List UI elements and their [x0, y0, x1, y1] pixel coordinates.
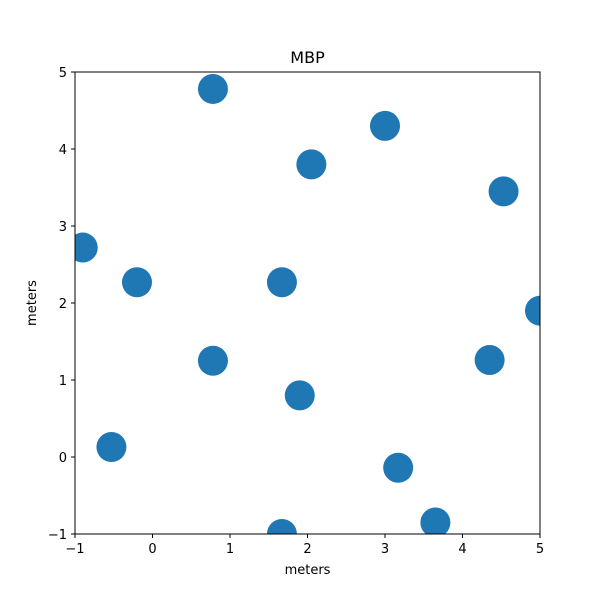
scatter-point [197, 73, 228, 104]
y-tick-label: 2 [59, 297, 67, 312]
x-tick-label: 5 [536, 542, 544, 557]
x-tick-label: 1 [226, 542, 234, 557]
plot-frame [74, 71, 541, 535]
x-tick-label: 2 [303, 542, 311, 557]
scatter-point [370, 110, 400, 141]
scatter-point [266, 519, 297, 534]
scatter-point [420, 507, 451, 534]
scatter-point [96, 431, 127, 462]
scatter-point [525, 295, 540, 326]
scatter-point [296, 149, 327, 180]
y-tick-label: 4 [59, 143, 67, 158]
x-tick-label: 4 [458, 542, 466, 557]
x-axis-ticks: −1 0 1 2 3 4 5 [65, 534, 544, 557]
x-tick-label: 3 [381, 542, 389, 557]
y-tick-label: 0 [59, 451, 67, 466]
y-tick-label: 3 [59, 220, 67, 235]
scatter-point [383, 452, 414, 483]
scatter-point [284, 380, 315, 411]
points-layer [75, 73, 540, 534]
y-tick-label: 5 [59, 66, 67, 81]
x-tick-label: −1 [65, 542, 84, 557]
y-axis-ticks: −1 0 1 2 3 4 5 [48, 66, 75, 543]
y-tick-label: −1 [48, 528, 67, 543]
scatter-point [75, 232, 98, 263]
scatter-point [266, 267, 297, 298]
scatter-point [474, 344, 505, 375]
scatter-point [197, 345, 228, 376]
scatter-point [488, 176, 519, 207]
y-tick-label: 1 [59, 374, 67, 389]
x-tick-label: 0 [148, 542, 156, 557]
scatter-point [122, 267, 152, 298]
chart-title: MBP [290, 48, 325, 67]
y-axis-label: meters [25, 280, 40, 326]
x-axis-label: meters [285, 563, 331, 578]
